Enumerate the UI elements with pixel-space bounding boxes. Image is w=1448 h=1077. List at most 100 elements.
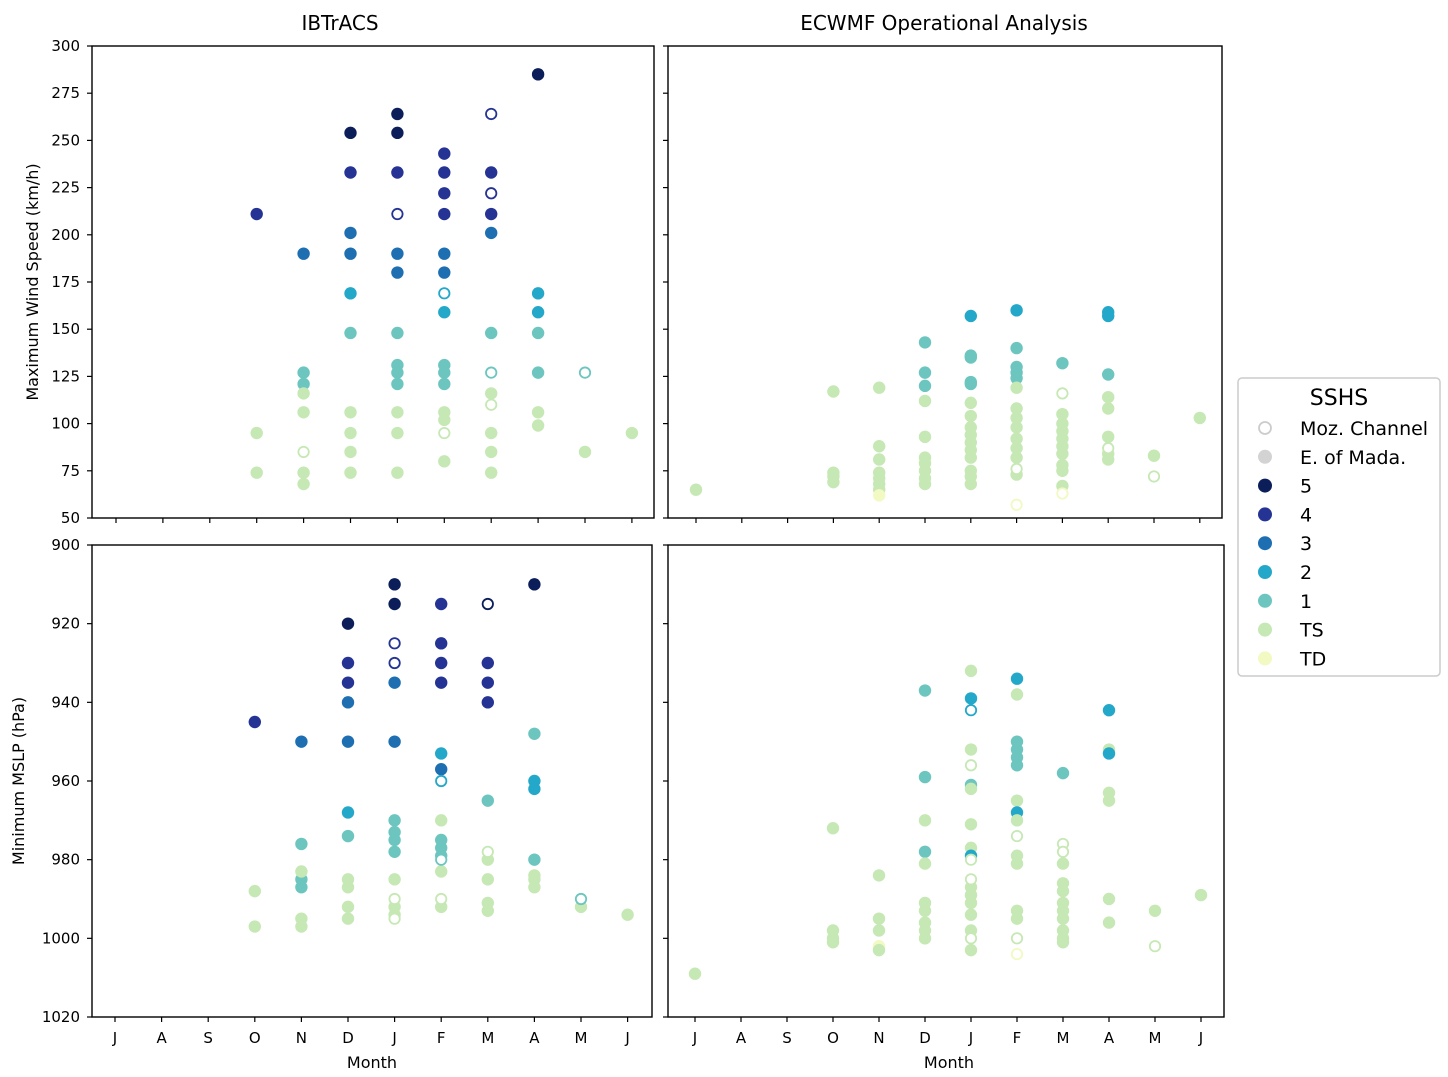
- data-point: [918, 845, 932, 858]
- y-tick-label: 275: [51, 84, 80, 102]
- legend-label: 5: [1300, 476, 1312, 498]
- data-point: [1010, 432, 1023, 445]
- legend-label: 4: [1300, 504, 1312, 526]
- y-tick-label: 250: [51, 131, 80, 149]
- data-point: [438, 266, 451, 279]
- legend: SSHS Moz. Channel E. of Mada. 5 4 3 2 1 TS TD: [1237, 377, 1441, 677]
- data-point: [481, 597, 494, 611]
- data-point: [388, 873, 401, 886]
- data-point: [1102, 402, 1115, 415]
- data-point: [435, 656, 448, 670]
- legend-box: [1237, 377, 1441, 677]
- data-point: [918, 379, 932, 393]
- x-tick-label: O: [827, 1029, 839, 1047]
- data-point: [391, 366, 404, 379]
- legend-label: 3: [1300, 533, 1312, 555]
- data-point: [435, 774, 448, 788]
- data-point: [391, 266, 404, 279]
- data-point: [872, 869, 886, 882]
- panel-frame: [667, 45, 1223, 519]
- data-point: [481, 873, 494, 886]
- data-point: [295, 735, 308, 748]
- data-point: [1102, 309, 1115, 323]
- data-point: [391, 107, 404, 121]
- data-point: [341, 676, 355, 689]
- data-point: [1102, 747, 1116, 760]
- data-point: [964, 943, 978, 957]
- data-point: [918, 857, 932, 870]
- data-point: [388, 597, 401, 611]
- data-point: [964, 743, 978, 756]
- data-point: [391, 166, 404, 179]
- x-tick-label: J: [968, 1029, 973, 1047]
- data-point: [438, 187, 451, 200]
- data-point: [964, 409, 977, 423]
- data-point: [1010, 814, 1024, 827]
- data-point: [344, 166, 357, 179]
- data-point: [344, 247, 357, 260]
- y-tick-label: 1020: [42, 1008, 80, 1026]
- data-point: [485, 398, 498, 411]
- data-point: [391, 406, 404, 419]
- data-point: [918, 366, 932, 379]
- data-point: [1102, 390, 1115, 404]
- data-point: [872, 912, 886, 925]
- data-point: [1010, 759, 1024, 772]
- data-point: [1102, 442, 1115, 455]
- data-point: [388, 845, 401, 858]
- data-point: [1056, 912, 1070, 925]
- data-point: [964, 896, 978, 910]
- data-point: [341, 617, 355, 630]
- data-point: [528, 881, 541, 894]
- panel-top-right: [663, 45, 1223, 523]
- x-tick-label: M: [481, 1029, 494, 1047]
- x-axis-label-right: Month: [924, 1053, 974, 1072]
- data-point: [918, 684, 932, 697]
- data-point: [391, 326, 404, 340]
- data-point: [485, 466, 498, 479]
- data-point: [388, 656, 401, 670]
- data-point: [1010, 947, 1024, 961]
- data-point: [435, 637, 448, 650]
- data-point: [528, 782, 541, 796]
- x-tick-label: A: [1104, 1029, 1115, 1047]
- x-tick-label: F: [437, 1029, 446, 1047]
- data-point: [964, 396, 977, 410]
- y-tick-label: 200: [51, 226, 80, 244]
- y-tick-label: 920: [51, 615, 80, 633]
- data-point: [531, 287, 545, 300]
- scatter-panels: 50 75 100 125 150 175 200 225 250 275 300 900 920 940…: [42, 37, 1225, 1047]
- data-point: [964, 932, 978, 945]
- data-point: [964, 377, 977, 391]
- data-point: [872, 943, 886, 957]
- data-point: [391, 126, 404, 140]
- data-point: [1102, 704, 1116, 717]
- y-tick-label: 50: [61, 509, 80, 527]
- x-tick-label: J: [112, 1029, 117, 1047]
- data-point: [1010, 421, 1023, 434]
- data-point: [485, 226, 498, 240]
- data-point: [481, 794, 494, 807]
- x-tick-label: D: [342, 1029, 354, 1047]
- data-point: [1102, 892, 1116, 906]
- panel-title-ibtracs: IBTrACS: [301, 11, 378, 35]
- panel-frame: [91, 544, 653, 1018]
- data-point: [964, 908, 978, 921]
- data-point: [1056, 845, 1070, 858]
- bottom-y-axis-label: Minimum MSLP (hPa): [9, 697, 28, 865]
- data-point: [1194, 888, 1208, 902]
- data-point: [485, 207, 498, 221]
- data-point: [438, 366, 451, 379]
- data-point: [1010, 451, 1023, 464]
- data-point: [297, 247, 310, 260]
- data-point: [625, 426, 639, 440]
- data-point: [297, 406, 310, 419]
- x-tick-label: J: [624, 1029, 629, 1047]
- data-point: [481, 676, 494, 689]
- data-point: [1010, 304, 1023, 317]
- data-point: [826, 822, 840, 835]
- x-tick-label: N: [873, 1029, 884, 1047]
- data-point: [826, 936, 840, 949]
- data-point: [1056, 936, 1070, 949]
- data-point: [964, 853, 978, 866]
